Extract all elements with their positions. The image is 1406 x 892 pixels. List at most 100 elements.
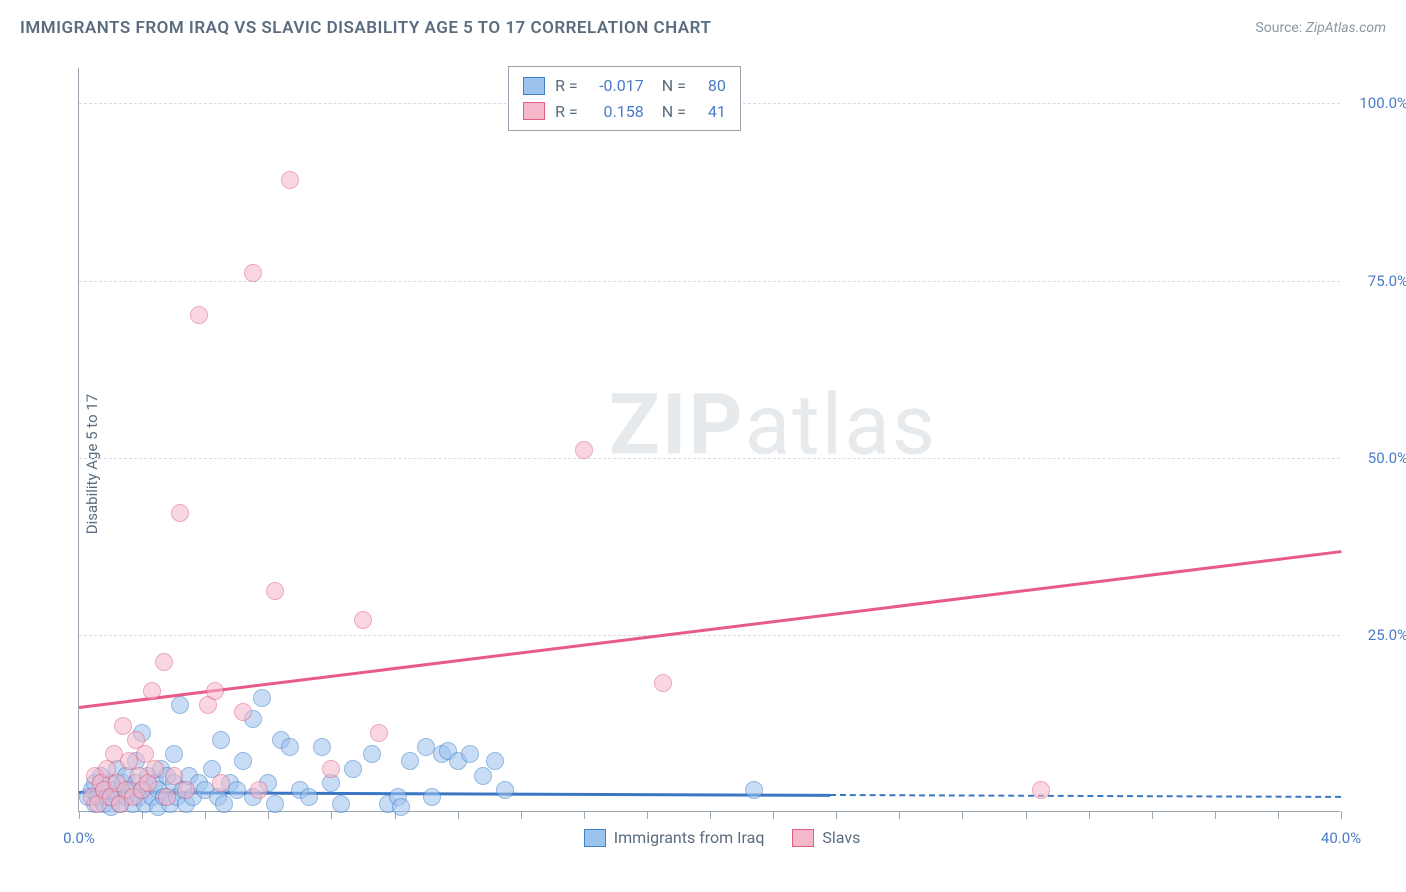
x-tick [205,811,206,819]
source-name: ZipAtlas.com [1306,20,1386,36]
scatter-point [212,731,230,749]
scatter-point [354,611,372,629]
stats-legend-row: R = 0.158 N = 41 [523,99,726,125]
scatter-point [190,306,208,324]
x-tick-label: 40.0% [1321,829,1361,847]
x-tick [1026,811,1027,819]
scatter-point [332,795,350,813]
legend-n-label: N = [662,99,686,125]
y-tick-label: 25.0% [1368,626,1406,644]
scatter-point [486,752,504,770]
scatter-point [143,682,161,700]
x-tick [79,811,80,819]
scatter-point [496,781,514,799]
regression-line [79,550,1341,708]
x-tick [1089,811,1090,819]
x-tick [1278,811,1279,819]
x-tick [962,811,963,819]
scatter-point [244,264,262,282]
series-legend-item: Immigrants from Iraq [584,828,765,847]
scatter-point [281,171,299,189]
stats-legend-row: R = -0.017 N = 80 [523,73,726,99]
scatter-point [206,682,224,700]
x-tick [458,811,459,819]
scatter-point [158,788,176,806]
y-tick-label: 100.0% [1359,94,1406,112]
scatter-point [165,745,183,763]
x-tick [899,811,900,819]
stats-legend: R = -0.017 N = 80 R = 0.158 N = 41 [508,66,741,131]
scatter-point [745,781,763,799]
legend-r-value: -0.017 [588,73,644,99]
legend-n-label: N = [662,73,686,99]
y-tick-label: 75.0% [1368,272,1406,290]
scatter-point [215,795,233,813]
x-tick [710,811,711,819]
scatter-point [155,653,173,671]
scatter-point [266,795,284,813]
watermark: ZIPatlas [609,376,937,475]
source-attribution: Source: ZipAtlas.com [1255,20,1386,36]
y-tick-label: 50.0% [1368,449,1406,467]
x-tick [584,811,585,819]
scatter-point [401,752,419,770]
regression-line [830,794,1341,798]
scatter-point [423,788,441,806]
legend-swatch [792,829,814,847]
legend-n-value: 41 [696,99,726,125]
scatter-point [300,788,318,806]
chart-container: Disability Age 5 to 17 ZIPatlas 25.0%50.… [50,60,1380,850]
scatter-point [363,745,381,763]
x-tick-label: 0.0% [63,829,95,847]
scatter-point [461,745,479,763]
watermark-bold: ZIP [609,376,745,475]
header: IMMIGRANTS FROM IRAQ VS SLAVIC DISABILIT… [0,0,1406,46]
scatter-point [654,674,672,692]
x-tick [1341,811,1342,819]
legend-swatch [523,102,545,120]
scatter-point [370,724,388,742]
x-tick [331,811,332,819]
x-tick [647,811,648,819]
scatter-point [281,738,299,756]
x-tick [268,811,269,819]
scatter-point [1032,781,1050,799]
scatter-point [171,504,189,522]
scatter-point [575,441,593,459]
scatter-point [266,582,284,600]
x-tick [1215,811,1216,819]
scatter-point [313,738,331,756]
legend-n-value: 80 [696,73,726,99]
scatter-point [474,767,492,785]
scatter-point [234,752,252,770]
series-legend-item: Slavs [792,828,860,847]
legend-swatch [523,77,545,95]
gridline [79,635,1340,636]
series-legend-label: Slavs [822,828,860,847]
series-legend: Immigrants from Iraq Slavs [584,828,861,847]
scatter-point [212,774,230,792]
gridline [79,281,1340,282]
legend-r-label: R = [555,99,578,125]
scatter-point [392,798,410,816]
series-legend-label: Immigrants from Iraq [614,828,765,847]
plot-area: ZIPatlas 25.0%50.0%75.0%100.0%0.0%40.0%R… [78,68,1340,812]
scatter-point [177,781,195,799]
scatter-point [322,760,340,778]
x-tick [836,811,837,819]
source-prefix: Source: [1255,20,1305,36]
gridline [79,458,1340,459]
scatter-point [250,781,268,799]
x-tick [521,811,522,819]
chart-title: IMMIGRANTS FROM IRAQ VS SLAVIC DISABILIT… [20,18,711,38]
legend-r-label: R = [555,73,578,99]
x-tick [1152,811,1153,819]
legend-r-value: 0.158 [588,99,644,125]
legend-swatch [584,829,606,847]
scatter-point [253,689,271,707]
scatter-point [344,760,362,778]
scatter-point [234,703,252,721]
scatter-point [146,760,164,778]
scatter-point [171,696,189,714]
watermark-rest: atlas [745,376,938,475]
